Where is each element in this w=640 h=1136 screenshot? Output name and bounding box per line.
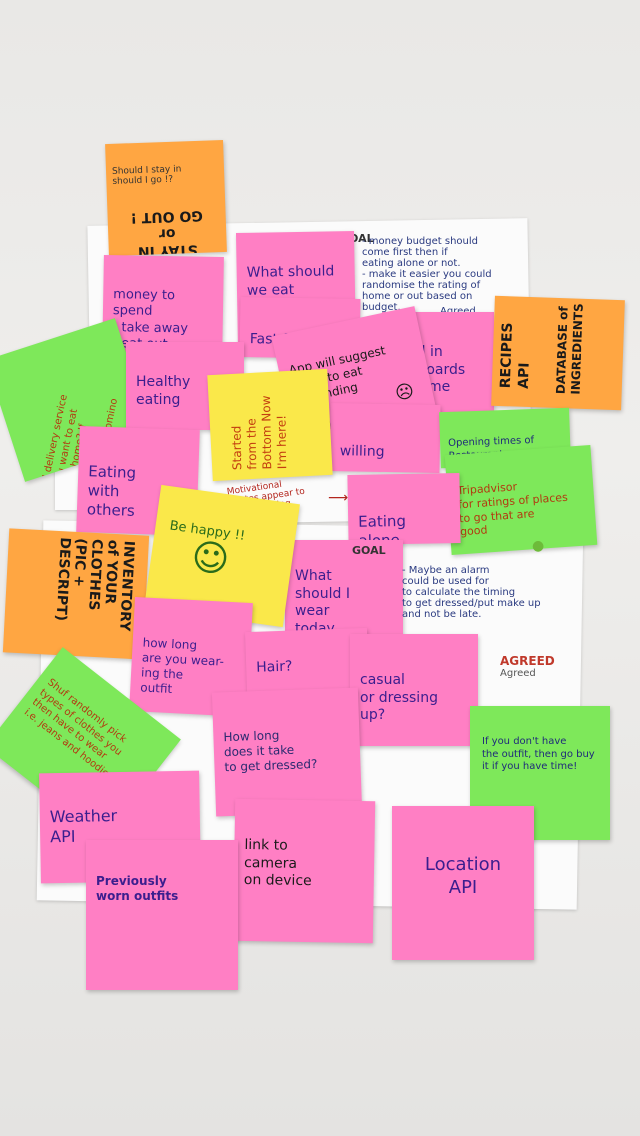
previously-worn-text: Previously worn outfits <box>96 874 179 903</box>
hair-text: Hair? <box>255 658 293 676</box>
willing-note[interactable]: willing <box>329 403 441 473</box>
location-api-note[interactable]: Location API <box>392 806 534 960</box>
how-long-wearing-text: how long are you wear- ing the outfit <box>139 635 225 697</box>
money-budget-note: - money budget should come first then if… <box>362 236 492 313</box>
tripadvisor-note[interactable]: Tripadvisor for ratings of places to go … <box>444 445 598 555</box>
goal-label-bottom: GOAL <box>352 544 386 557</box>
arrow-icon: ⟶ <box>328 490 349 506</box>
stay-go-main: STAY IN or GO OUT ! <box>130 207 204 257</box>
started-bottom-note[interactable]: Started from the Bottom Now I'm here! <box>207 368 333 482</box>
outfit-buy-text: If you don't have the outfit, then go bu… <box>482 736 595 772</box>
agreed-big-text: AGREED <box>500 654 555 668</box>
willing-text: willing <box>339 443 385 460</box>
casual-dressing-text: casual or dressing up? <box>360 672 438 723</box>
how-long-dressed-note[interactable]: How long does it take to get dressed? <box>211 687 363 817</box>
inventory-clothes-text: INVENTORY of YOUR CLOTHES (PIC + DESCRIP… <box>52 536 137 632</box>
agreed-small-bottom: Agreed <box>500 668 536 679</box>
how-long-dressed-text: How long does it take to get dressed? <box>223 728 318 775</box>
smiley-icon: ☺ <box>188 535 232 582</box>
link-camera-note[interactable]: link to camera on device <box>232 798 376 944</box>
alarm-note-text: - Maybe an alarm could be used for to ca… <box>402 565 541 620</box>
started-bottom-text: Started from the Bottom Now I'm here! <box>229 395 290 471</box>
casual-dressing-note[interactable]: casual or dressing up? <box>350 634 478 746</box>
recipes-database-note[interactable]: RECIPES API DATABASE of INGREDIENTS <box>491 295 625 411</box>
green-dot-icon: ● <box>532 538 545 554</box>
stay-in-go-out-note[interactable]: Should I stay in should I go !? STAY IN … <box>105 139 227 257</box>
agreed-small-top: Agreed <box>440 306 476 317</box>
database-ingredients-text: DATABASE of INGREDIENTS <box>553 303 586 395</box>
eating-alone-note[interactable]: Eating alone <box>347 473 461 545</box>
what-wear-text: What should I wear today <box>295 568 350 637</box>
tripadvisor-text: Tripadvisor for ratings of places to go … <box>456 480 569 539</box>
link-camera-text: link to camera on device <box>243 836 312 890</box>
healthy-eating-text: Healthy eating <box>136 374 191 408</box>
recipes-api-text: RECIPES API <box>497 322 533 390</box>
stay-go-question: Should I stay in should I go !? <box>111 164 182 187</box>
previously-worn-note[interactable]: Previously worn outfits <box>86 840 238 990</box>
inventory-clothes-note[interactable]: INVENTORY of YOUR CLOTHES (PIC + DESCRIP… <box>2 528 150 660</box>
location-api-text: Location API <box>424 854 502 898</box>
